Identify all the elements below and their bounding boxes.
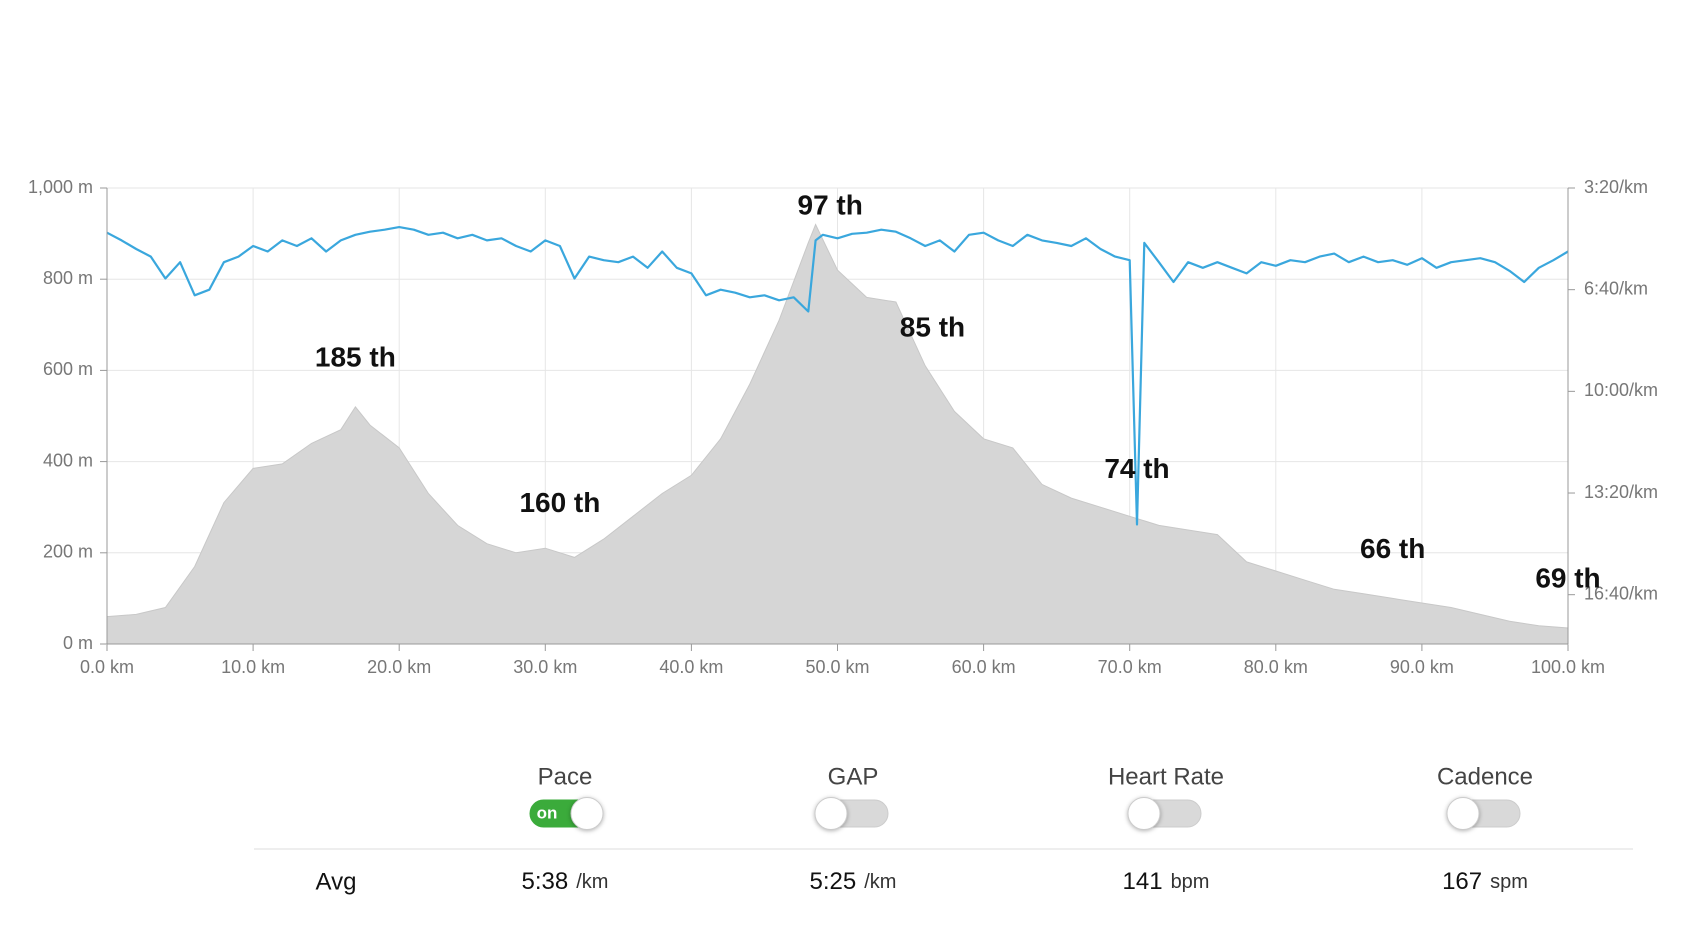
segment-rank: 85 th	[900, 312, 965, 343]
metric-avg: 5:38/km	[522, 868, 609, 895]
x-tick-label: 70.0 km	[1098, 657, 1162, 677]
segment-rank: 185 th	[315, 341, 396, 372]
metric-name: GAP	[828, 763, 879, 790]
segment-rank: 66 th	[1360, 533, 1425, 564]
x-tick-label: 20.0 km	[367, 657, 431, 677]
toggle-knob	[1446, 797, 1480, 830]
y2-tick-label: 3:20/km	[1584, 177, 1648, 197]
x-tick-label: 0.0 km	[80, 657, 134, 677]
y-tick-label: 1,000 m	[28, 177, 93, 197]
y-tick-label: 0 m	[63, 633, 93, 653]
y2-tick-label: 13:20/km	[1584, 482, 1658, 502]
x-tick-label: 60.0 km	[952, 657, 1016, 677]
metric-name: Heart Rate	[1108, 763, 1224, 790]
y-tick-label: 200 m	[43, 542, 93, 562]
avg-unit: /km	[576, 871, 608, 893]
x-tick-label: 50.0 km	[805, 657, 869, 677]
toggle[interactable]	[1127, 797, 1202, 830]
y-tick-label: 400 m	[43, 450, 93, 470]
avg-unit: spm	[1490, 871, 1528, 893]
toggle[interactable]	[1446, 797, 1521, 830]
avg-value: 141	[1123, 868, 1163, 895]
metric-avg: 141 bpm	[1123, 868, 1210, 895]
metric-name: Pace	[538, 763, 593, 790]
toggle[interactable]	[814, 797, 889, 830]
y2-tick-label: 10:00/km	[1584, 380, 1658, 400]
y-tick-label: 600 m	[43, 359, 93, 379]
x-tick-label: 40.0 km	[659, 657, 723, 677]
metric-avg: 167 spm	[1442, 868, 1528, 895]
metric-avg: 5:25/km	[810, 868, 897, 895]
x-tick-label: 100.0 km	[1531, 657, 1605, 677]
avg-unit: bpm	[1171, 871, 1210, 893]
summary-label: Avg	[316, 868, 357, 895]
toggle[interactable]: on	[529, 797, 604, 830]
avg-value: 5:38	[522, 868, 569, 895]
pace-line	[106, 226, 1569, 526]
x-tick-label: 30.0 km	[513, 657, 577, 677]
toggle-knob	[570, 797, 604, 830]
toggle-label: on	[537, 803, 558, 822]
segment-rank: 97 th	[798, 189, 863, 220]
elevation-area	[106, 223, 1569, 645]
metric-name: Cadence	[1437, 763, 1533, 790]
segment-rank: 74 th	[1104, 453, 1169, 484]
avg-unit: /km	[864, 871, 896, 893]
x-tick-label: 80.0 km	[1244, 657, 1308, 677]
toggle-knob	[1127, 797, 1161, 830]
x-tick-label: 90.0 km	[1390, 657, 1454, 677]
avg-value: 167	[1442, 868, 1482, 895]
segment-rank: 69 th	[1535, 562, 1600, 593]
y2-tick-label: 6:40/km	[1584, 278, 1648, 298]
y-tick-label: 800 m	[43, 268, 93, 288]
toggle-knob	[814, 797, 848, 830]
avg-value: 5:25	[810, 868, 857, 895]
y2-tick-label: 16:40/km	[1584, 583, 1658, 603]
x-tick-label: 10.0 km	[221, 657, 285, 677]
segment-rank: 160 th	[519, 487, 600, 518]
